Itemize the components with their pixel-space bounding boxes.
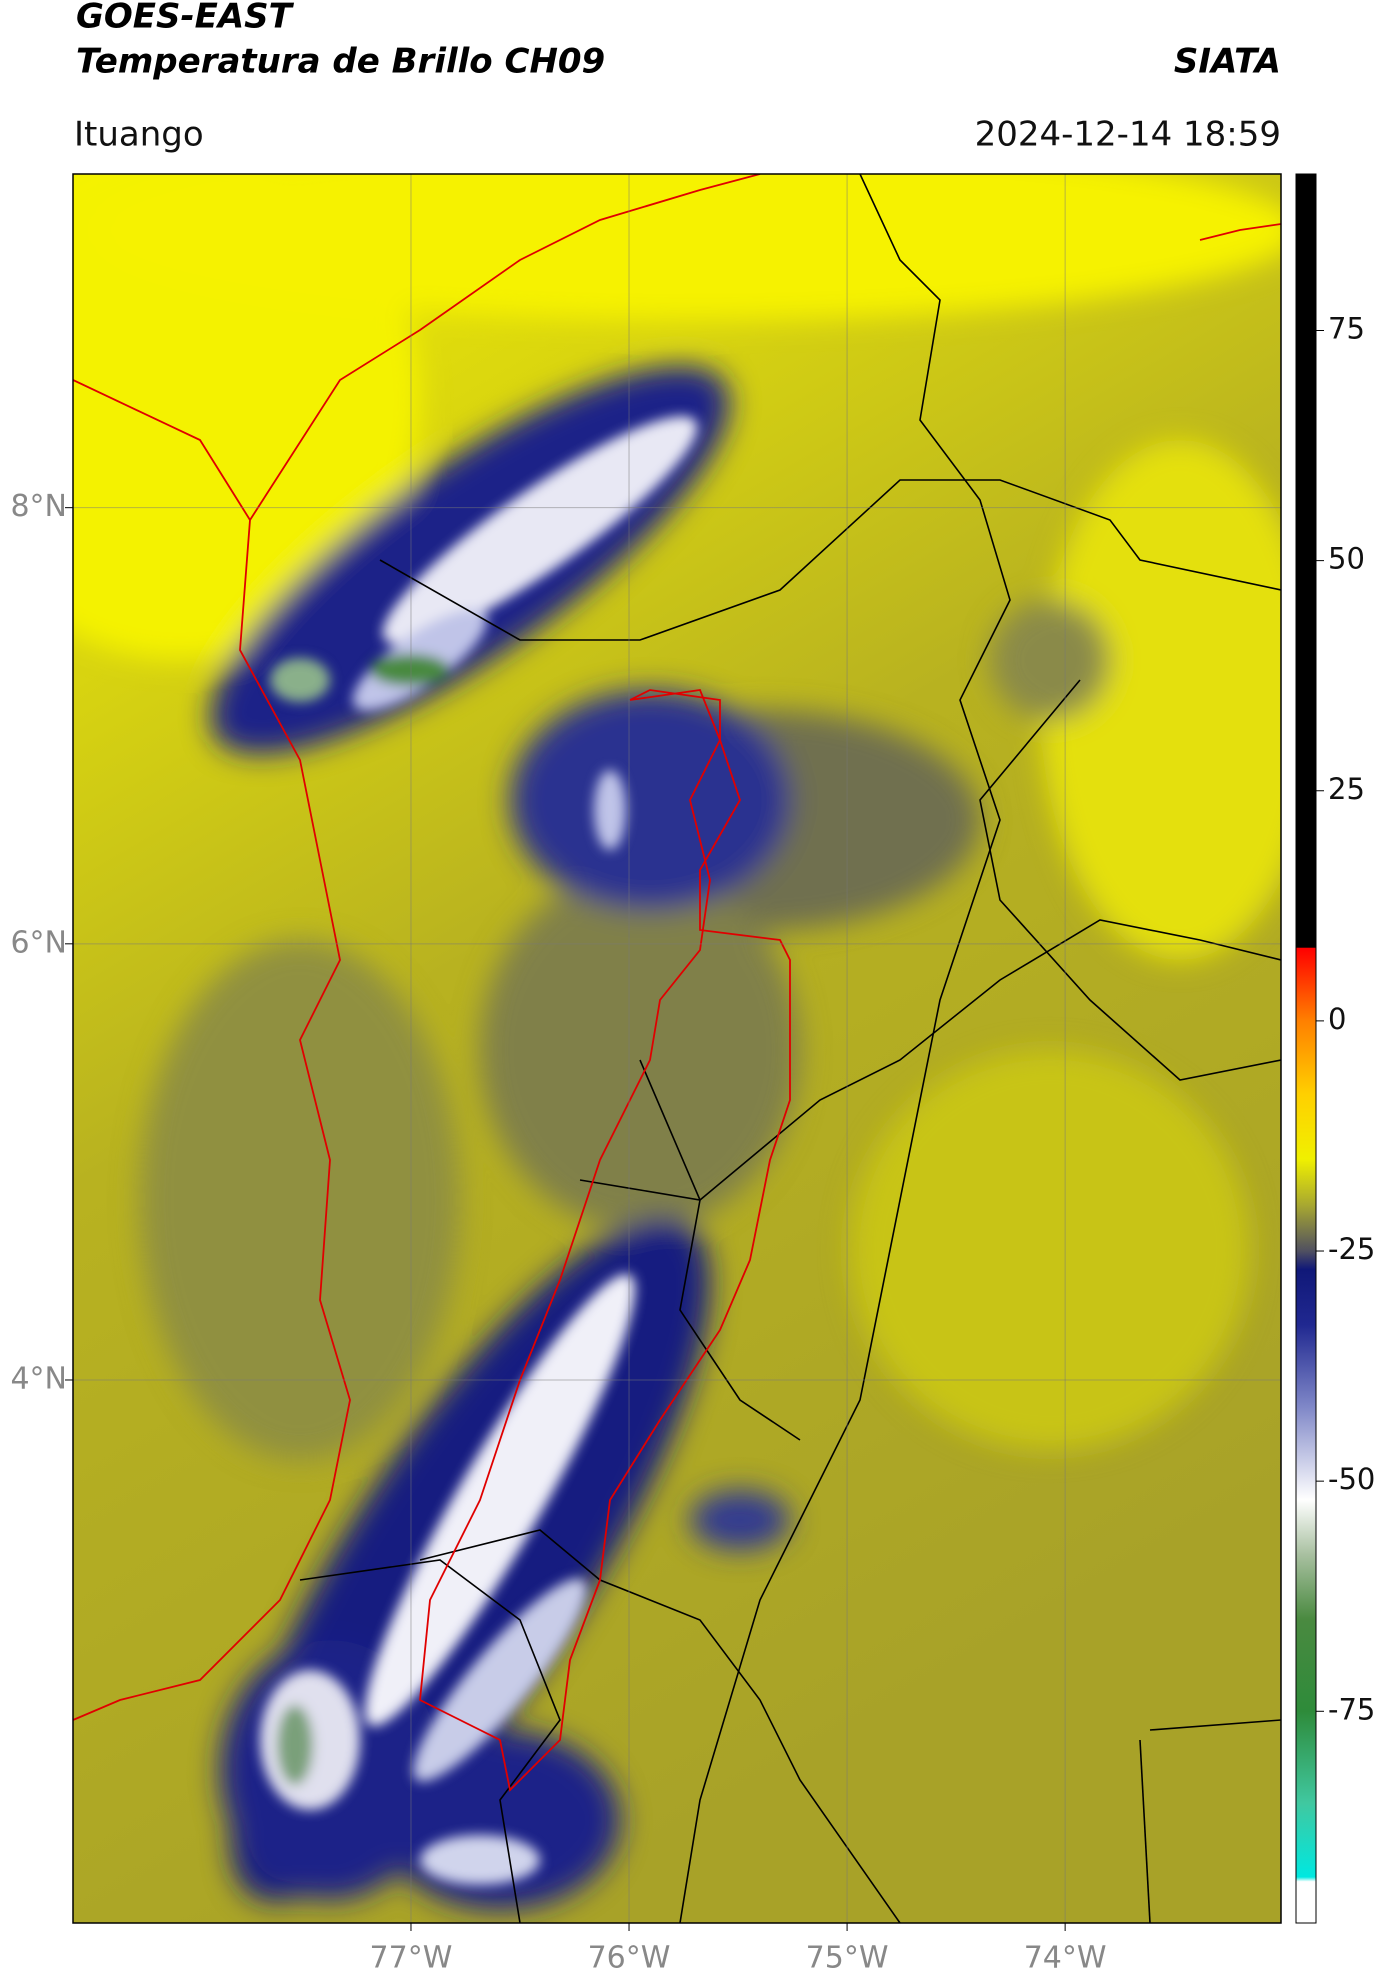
x-tick-label: 74°W	[1024, 1941, 1107, 1976]
x-tick-label: 75°W	[806, 1941, 889, 1976]
y-tick-label: 8°N	[10, 489, 67, 524]
colorbar	[1295, 173, 1317, 1924]
y-tick-label: 6°N	[10, 925, 67, 960]
colorbar-tick-label: -25	[1328, 1232, 1375, 1266]
x-tick-label: 77°W	[370, 1941, 453, 1976]
map-image	[73, 174, 1281, 1923]
title: GOES-EAST	[76, 0, 295, 37]
colorbar-tick-label: -75	[1328, 1692, 1375, 1726]
map-frame	[72, 173, 1282, 1924]
subtitle: Temperatura de Brillo CH09	[76, 42, 605, 82]
brand: SIATA	[1174, 42, 1281, 82]
x-tick-label: 76°W	[588, 1941, 671, 1976]
y-tick-label: 4°N	[10, 1361, 67, 1396]
colorbar-tick-label: 75	[1328, 311, 1365, 345]
colorbar-tick-label: 0	[1328, 1002, 1346, 1036]
colorbar-tick-label: 25	[1328, 772, 1365, 806]
region: Ituango	[74, 115, 204, 155]
colorbar-tick-label: 50	[1328, 542, 1365, 576]
colorbar-tick-label: -50	[1328, 1462, 1375, 1496]
timestamp: 2024-12-14 18:59	[975, 115, 1281, 155]
